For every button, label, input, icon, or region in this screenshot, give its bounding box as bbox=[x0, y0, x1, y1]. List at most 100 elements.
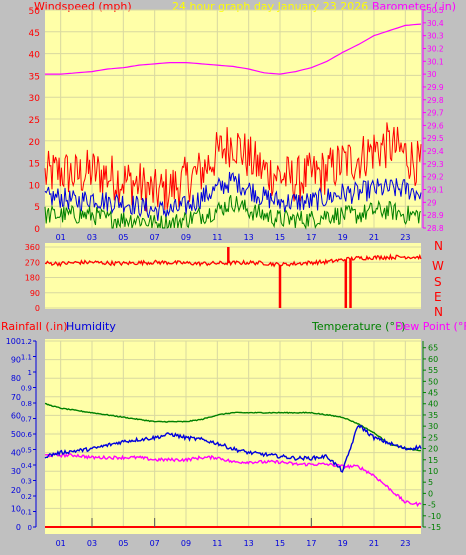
humidity-tick-label: 50 bbox=[11, 430, 21, 439]
direction-tick-label: 90 bbox=[30, 289, 40, 298]
wind-low-line bbox=[44, 195, 422, 230]
humidity-tick-label: 0 bbox=[16, 523, 21, 532]
humidity-x-tick-label: 05 bbox=[118, 539, 128, 548]
temperature-tick-label: 5 bbox=[428, 478, 433, 487]
barometer-tick-label: 29.8 bbox=[427, 96, 444, 105]
barometer-tick-label: 28.9 bbox=[427, 211, 444, 220]
humidity-tick-label: 70 bbox=[11, 393, 21, 402]
wind-direction-line bbox=[44, 253, 422, 268]
barometer-tick-label: 30.4 bbox=[427, 19, 444, 28]
humidity-x-tick-label: 17 bbox=[306, 539, 316, 548]
wind-dir-label-s: S bbox=[434, 275, 442, 289]
barometer-tick-label: 30.1 bbox=[427, 57, 444, 66]
humidity-tick-label: 60 bbox=[11, 411, 21, 420]
humidity-x-tick-label: 19 bbox=[338, 539, 348, 548]
windspeed-tick-label: 30 bbox=[29, 94, 41, 104]
wind-dir-label-n-bottom: N bbox=[434, 305, 443, 319]
wind-dir-label-w: W bbox=[432, 259, 444, 273]
windspeed-axis-title: Windspeed (mph) bbox=[34, 0, 132, 13]
barometer-tick-label: 29.5 bbox=[427, 134, 444, 143]
windspeed-tick-label: 40 bbox=[29, 51, 41, 61]
temperature-tick-label: -5 bbox=[428, 501, 436, 510]
rainfall-axis-title: Rainfall (.in) bbox=[1, 320, 68, 333]
rainfall-tick-label: 1.1 bbox=[21, 354, 32, 362]
rainfall-tick-label: 0.6 bbox=[21, 431, 33, 439]
windspeed-tick-label: 50 bbox=[29, 7, 41, 17]
wind-gust-line bbox=[44, 122, 422, 212]
wind-x-tick-label: 01 bbox=[56, 233, 66, 242]
rainfall-tick-label: 0.9 bbox=[21, 385, 32, 393]
graph-title: 24 hour graph day January 23 2026 bbox=[172, 0, 368, 13]
temperature-tick-label: 15 bbox=[428, 456, 438, 465]
rainfall-tick-label: 0.3 bbox=[21, 478, 32, 486]
wind-x-tick-label: 23 bbox=[400, 233, 410, 242]
wind-x-tick-label: 21 bbox=[369, 233, 379, 242]
barometer-tick-label: 30.3 bbox=[427, 32, 444, 41]
direction-tick-label: 180 bbox=[25, 274, 40, 283]
rainfall-tick-label: 0.7 bbox=[21, 416, 32, 424]
humidity-tick-label: 10 bbox=[11, 504, 21, 513]
humidity-plot-area bbox=[45, 339, 421, 534]
humidity-x-tick-label: 01 bbox=[56, 539, 66, 548]
barometer-tick-label: 29.2 bbox=[427, 173, 444, 182]
humidity-tick-label: 80 bbox=[11, 374, 21, 383]
wind-x-tick-label: 07 bbox=[150, 233, 160, 242]
temperature-tick-label: 60 bbox=[428, 355, 438, 364]
humidity-x-tick-label: 21 bbox=[369, 539, 379, 548]
barometer-tick-label: 29.3 bbox=[427, 160, 444, 169]
rainfall-tick-label: 0.5 bbox=[21, 447, 32, 455]
humidity-tick-label: 100 bbox=[6, 337, 21, 346]
humidity-line bbox=[44, 424, 422, 473]
direction-tick-label: 360 bbox=[25, 243, 40, 252]
wind-x-tick-label: 05 bbox=[118, 233, 128, 242]
humidity-x-tick-label: 07 bbox=[150, 539, 160, 548]
humidity-tick-label: 30 bbox=[11, 467, 21, 476]
rainfall-tick-label: 0 bbox=[28, 524, 32, 532]
barometer-tick-label: 30.2 bbox=[427, 44, 444, 53]
humidity-x-tick-label: 03 bbox=[87, 539, 97, 548]
barometer-tick-label: 29.4 bbox=[427, 147, 444, 156]
barometer-line bbox=[45, 23, 422, 75]
temperature-tick-label: -10 bbox=[428, 512, 441, 521]
temperature-tick-label: 45 bbox=[428, 389, 438, 398]
wind-x-tick-label: 19 bbox=[338, 233, 348, 242]
wind-x-tick-label: 09 bbox=[181, 233, 191, 242]
rainfall-tick-label: 0.8 bbox=[21, 400, 32, 408]
humidity-tick-label: 20 bbox=[11, 486, 21, 495]
direction-plot-area bbox=[45, 243, 421, 309]
wind-x-tick-label: 03 bbox=[87, 233, 97, 242]
barometer-tick-label: 29.6 bbox=[427, 121, 444, 130]
direction-tick-label: 270 bbox=[25, 258, 40, 267]
humidity-x-tick-label: 11 bbox=[212, 539, 222, 548]
windspeed-tick-label: 5 bbox=[34, 203, 40, 213]
windspeed-tick-label: 10 bbox=[29, 181, 41, 191]
humidity-axis-title: Humidity bbox=[66, 320, 116, 333]
dewpoint-line bbox=[45, 452, 422, 508]
barometer-tick-label: 30.5 bbox=[427, 6, 444, 15]
windspeed-tick-label: 15 bbox=[29, 160, 40, 170]
temperature-tick-label: 50 bbox=[428, 377, 438, 386]
barometer-tick-label: 29.7 bbox=[427, 109, 444, 118]
windspeed-tick-label: 35 bbox=[29, 72, 40, 82]
wind-dir-label-e: E bbox=[434, 290, 442, 304]
wind-average-line bbox=[44, 171, 422, 221]
rainfall-tick-label: 0.2 bbox=[21, 493, 32, 501]
temperature-tick-label: 65 bbox=[428, 344, 438, 353]
temperature-tick-label: -15 bbox=[428, 523, 441, 532]
barometer-tick-label: 28.8 bbox=[427, 224, 444, 233]
temperature-tick-label: 40 bbox=[428, 400, 438, 409]
windspeed-tick-label: 45 bbox=[29, 29, 40, 39]
barometer-tick-label: 29.1 bbox=[427, 186, 444, 195]
temperature-tick-label: 0 bbox=[428, 489, 433, 498]
temperature-tick-label: 25 bbox=[428, 433, 438, 442]
barometer-tick-label: 29 bbox=[427, 198, 437, 207]
temperature-axis-title: Temperature (°F) bbox=[311, 320, 406, 333]
temperature-tick-label: 20 bbox=[428, 445, 438, 454]
temperature-line bbox=[44, 402, 422, 452]
windspeed-tick-label: 20 bbox=[29, 138, 41, 148]
temperature-tick-label: 55 bbox=[428, 366, 438, 375]
rainfall-tick-label: 1 bbox=[28, 369, 32, 377]
rainfall-tick-label: 0.4 bbox=[21, 462, 33, 470]
humidity-tick-label: 40 bbox=[11, 449, 21, 458]
humidity-tick-label: 90 bbox=[11, 356, 21, 365]
